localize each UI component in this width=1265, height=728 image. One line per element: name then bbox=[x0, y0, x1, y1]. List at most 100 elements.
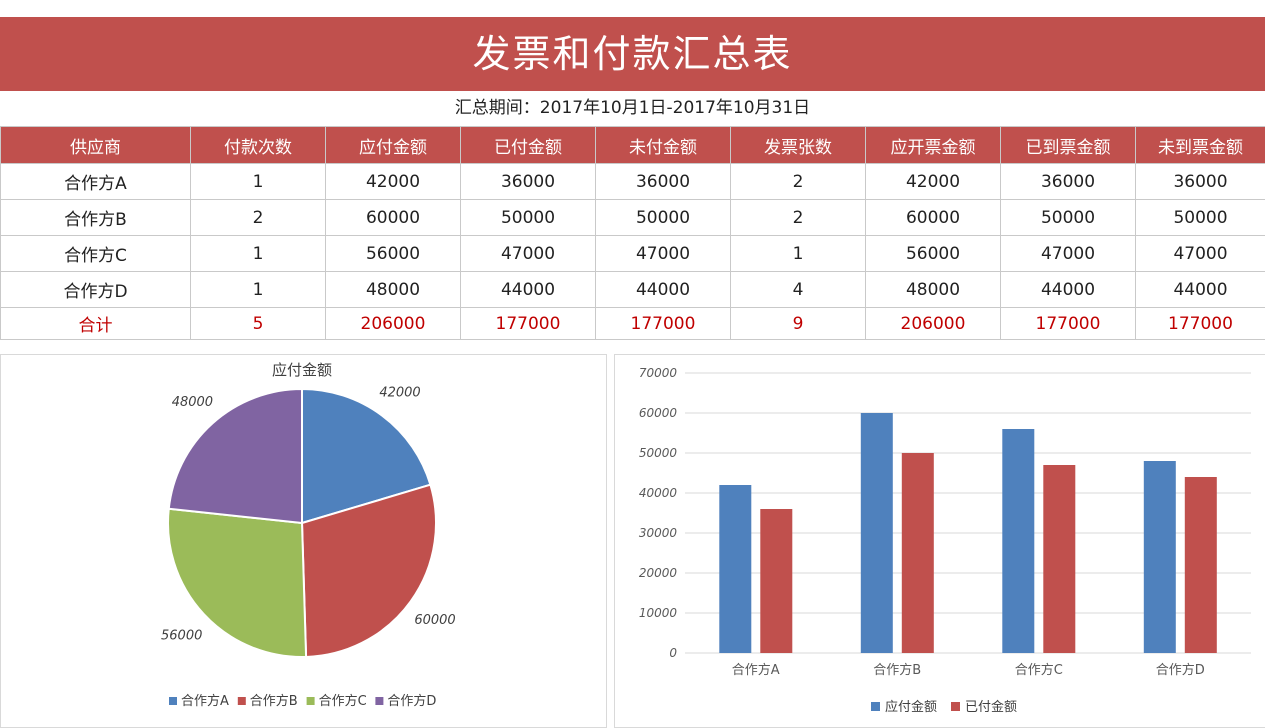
y-tick-label: 30000 bbox=[639, 526, 678, 540]
total-cell[interactable]: 177000 bbox=[460, 307, 596, 340]
total-cell[interactable]: 206000 bbox=[865, 307, 1001, 340]
bar bbox=[901, 453, 934, 653]
legend-swatch bbox=[951, 702, 960, 711]
table-cell[interactable]: 50000 bbox=[1000, 199, 1136, 236]
legend-label: 已付金额 bbox=[965, 699, 1017, 715]
total-cell[interactable]: 合计 bbox=[0, 307, 191, 340]
total-cell[interactable]: 177000 bbox=[1000, 307, 1136, 340]
table-cell[interactable]: 1 bbox=[190, 235, 326, 272]
table-cell[interactable]: 1 bbox=[190, 163, 326, 200]
total-cell[interactable]: 177000 bbox=[595, 307, 731, 340]
table-cell[interactable]: 48000 bbox=[325, 271, 461, 308]
y-tick-label: 20000 bbox=[639, 566, 678, 580]
total-cell[interactable]: 5 bbox=[190, 307, 326, 340]
pie-data-label: 56000 bbox=[161, 629, 202, 644]
pie-slice bbox=[167, 507, 308, 658]
table-cell[interactable]: 42000 bbox=[865, 163, 1001, 200]
pie-chart: 应付金额 42000 60000 56000 48000 合作方A 合作方B 合作方C 合作方D bbox=[161, 361, 456, 709]
table-cell[interactable]: 47000 bbox=[460, 235, 596, 272]
table-row: 合作方C 1 56000 47000 47000 1 56000 47000 4… bbox=[0, 235, 1265, 272]
column-header[interactable]: 未到票金额 bbox=[1135, 126, 1265, 164]
pie-slice bbox=[301, 387, 432, 525]
table-cell[interactable]: 56000 bbox=[865, 235, 1001, 272]
table-cell[interactable]: 合作方D bbox=[0, 271, 191, 308]
legend-label: 合作方C bbox=[319, 693, 367, 709]
bar bbox=[1002, 429, 1035, 653]
bar bbox=[1184, 477, 1217, 653]
y-tick-label: 40000 bbox=[639, 486, 678, 500]
column-header[interactable]: 供应商 bbox=[0, 126, 191, 164]
table-cell[interactable]: 44000 bbox=[1000, 271, 1136, 308]
y-tick-label: 0 bbox=[669, 646, 677, 660]
table-cell[interactable]: 47000 bbox=[1135, 235, 1265, 272]
table-cell[interactable]: 48000 bbox=[865, 271, 1001, 308]
table-row: 合作方D 1 48000 44000 44000 4 48000 44000 4… bbox=[0, 271, 1265, 308]
column-header[interactable]: 未付金额 bbox=[595, 126, 731, 164]
total-cell[interactable]: 9 bbox=[730, 307, 866, 340]
legend-label: 合作方A bbox=[181, 693, 229, 709]
table-cell[interactable]: 42000 bbox=[325, 163, 461, 200]
bar bbox=[760, 509, 793, 653]
table-cell[interactable]: 50000 bbox=[1135, 199, 1265, 236]
table-cell[interactable]: 36000 bbox=[460, 163, 596, 200]
table-cell[interactable]: 60000 bbox=[325, 199, 461, 236]
y-tick-label: 50000 bbox=[639, 446, 678, 460]
table-cell[interactable]: 47000 bbox=[1000, 235, 1136, 272]
summary-period: 汇总期间：2017年10月1日-2017年10月31日 bbox=[454, 98, 811, 118]
table-cell[interactable]: 36000 bbox=[1135, 163, 1265, 200]
table-cell[interactable]: 1 bbox=[190, 271, 326, 308]
table-total-row: 合计 5 206000 177000 177000 9 206000 17700… bbox=[0, 307, 1265, 340]
table-cell[interactable]: 44000 bbox=[1135, 271, 1265, 308]
bar bbox=[860, 413, 893, 653]
column-header[interactable]: 应付金额 bbox=[325, 126, 461, 164]
table-cell[interactable]: 44000 bbox=[595, 271, 731, 308]
column-header[interactable]: 已到票金额 bbox=[1000, 126, 1136, 164]
page-title: 发票和付款汇总表 bbox=[472, 32, 793, 76]
table-cell[interactable]: 44000 bbox=[460, 271, 596, 308]
y-tick-label: 70000 bbox=[639, 366, 678, 380]
total-cell[interactable]: 206000 bbox=[325, 307, 461, 340]
table-cell[interactable]: 50000 bbox=[595, 199, 731, 236]
table-cell[interactable]: 合作方A bbox=[0, 163, 191, 200]
bar bbox=[719, 485, 752, 653]
column-header[interactable]: 付款次数 bbox=[190, 126, 326, 164]
bar bbox=[1043, 465, 1076, 653]
pie-data-label: 42000 bbox=[379, 386, 420, 401]
table-cell[interactable]: 2 bbox=[730, 199, 866, 236]
bar bbox=[1143, 461, 1176, 653]
bar-chart-panel[interactable]: 0 10000 20000 30000 40000 50000 60000 70000 合作方A… bbox=[614, 354, 1265, 728]
table-header-row: 供应商 付款次数 应付金额 已付金额 未付金额 发票张数 应开票金额 已到票金额… bbox=[0, 126, 1265, 164]
total-cell[interactable]: 177000 bbox=[1135, 307, 1265, 340]
pie-slice bbox=[167, 387, 303, 525]
summary-table: 供应商 付款次数 应付金额 已付金额 未付金额 发票张数 应开票金额 已到票金额… bbox=[0, 126, 1265, 340]
chart-title: 应付金额 bbox=[272, 361, 332, 379]
table-cell[interactable]: 36000 bbox=[1000, 163, 1136, 200]
column-header[interactable]: 发票张数 bbox=[730, 126, 866, 164]
table-cell[interactable]: 2 bbox=[190, 199, 326, 236]
y-tick-label: 10000 bbox=[639, 606, 678, 620]
table-cell[interactable]: 36000 bbox=[595, 163, 731, 200]
table-row: 合作方A 1 42000 36000 36000 2 42000 36000 3… bbox=[0, 163, 1265, 200]
pie-data-label: 60000 bbox=[414, 613, 455, 628]
table-cell[interactable]: 2 bbox=[730, 163, 866, 200]
table-cell[interactable]: 1 bbox=[730, 235, 866, 272]
column-header[interactable]: 应开票金额 bbox=[865, 126, 1001, 164]
table-cell[interactable]: 50000 bbox=[460, 199, 596, 236]
bar-chart: 0 10000 20000 30000 40000 50000 60000 70000 合作方A… bbox=[639, 366, 1251, 715]
legend-swatch bbox=[375, 697, 384, 705]
table-row: 合作方B 2 60000 50000 50000 2 60000 50000 5… bbox=[0, 199, 1265, 236]
table-cell[interactable]: 合作方C bbox=[0, 235, 191, 272]
legend-label: 合作方D bbox=[387, 693, 436, 709]
table-cell[interactable]: 56000 bbox=[325, 235, 461, 272]
pie-chart-panel[interactable]: 应付金额 42000 60000 56000 48000 合作方A 合作方B 合作方C 合作方D bbox=[0, 354, 607, 728]
legend-swatch bbox=[169, 697, 177, 705]
title-banner: 发票和付款汇总表 bbox=[0, 17, 1265, 91]
table-cell[interactable]: 47000 bbox=[595, 235, 731, 272]
column-header[interactable]: 已付金额 bbox=[460, 126, 596, 164]
table-cell[interactable]: 60000 bbox=[865, 199, 1001, 236]
table-cell[interactable]: 合作方B bbox=[0, 199, 191, 236]
y-tick-label: 60000 bbox=[639, 406, 678, 420]
x-tick-label: 合作方D bbox=[1156, 662, 1205, 678]
table-cell[interactable]: 4 bbox=[730, 271, 866, 308]
pie-data-label: 48000 bbox=[172, 395, 213, 410]
